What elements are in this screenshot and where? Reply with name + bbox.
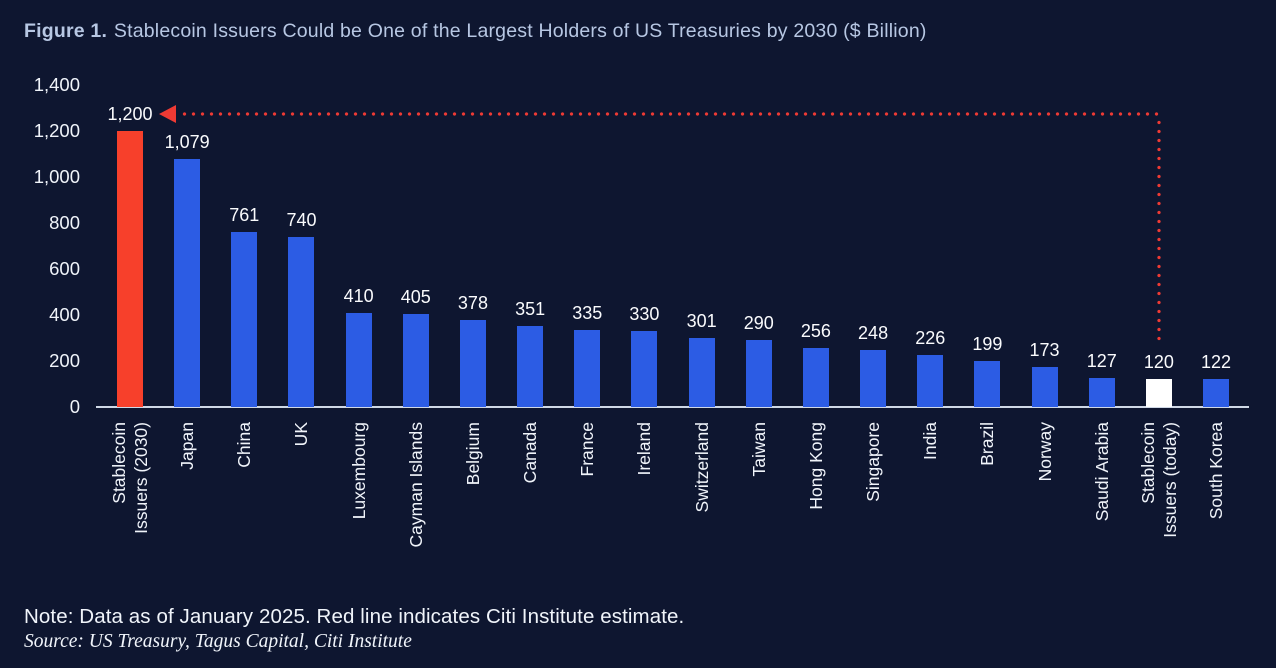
bar-value-label: 301	[686, 311, 717, 331]
bar-value-label: 330	[629, 304, 660, 324]
note-text: Note: Data as of January 2025. Red line …	[24, 605, 685, 628]
figure-title: Figure 1. Stablecoin Issuers Could be One…	[24, 20, 927, 43]
y-axis-tick-label: 1,400	[33, 74, 80, 95]
bar	[288, 237, 315, 407]
y-axis-tick-label: 1,000	[33, 166, 80, 187]
x-axis-category-label: Singapore	[863, 422, 884, 502]
x-axis-line	[96, 406, 1249, 408]
bar	[860, 350, 887, 407]
bar-value-label: 378	[457, 293, 488, 313]
estimate-dotted-line-vertical	[1157, 118, 1161, 344]
estimate-arrow-icon	[159, 105, 176, 123]
x-axis-category-label: Switzerland	[691, 422, 712, 513]
bar	[1203, 379, 1230, 407]
bar	[745, 340, 772, 407]
figure-title-text: Stablecoin Issuers Could be One of the L…	[113, 20, 927, 42]
bar	[117, 131, 143, 407]
bar-value-label: 256	[800, 321, 831, 341]
x-axis-category-label: Ireland	[634, 422, 655, 476]
bar-value-label: 226	[915, 328, 946, 348]
bar	[231, 232, 258, 407]
bar-value-label: 120	[1143, 352, 1174, 372]
bar-value-label: 410	[343, 286, 374, 306]
bar	[688, 338, 715, 407]
x-axis-category-label: UK	[291, 422, 312, 447]
x-axis-category-label: Stablecoin Issuers (today)	[1137, 422, 1180, 538]
x-axis-category-label: Norway	[1034, 422, 1055, 482]
bar	[574, 330, 601, 407]
x-axis-category-label: Brazil	[977, 422, 998, 466]
estimate-dotted-line-horizontal	[180, 112, 1161, 116]
bar-value-label: 761	[229, 205, 260, 225]
x-axis-category-label: Canada	[520, 422, 541, 484]
bar	[1088, 378, 1115, 407]
x-axis-category-label: Saudi Arabia	[1091, 422, 1112, 522]
y-axis-tick-label: 400	[49, 304, 80, 325]
bar-value-label: 335	[572, 303, 603, 323]
bar-value-label: 173	[1029, 340, 1060, 360]
bar	[402, 314, 429, 407]
bar	[174, 159, 201, 407]
x-axis-category-label: Cayman Islands	[405, 422, 426, 548]
bar-value-label: 740	[286, 210, 317, 230]
x-axis-category-label: South Korea	[1206, 422, 1227, 520]
bar	[1145, 379, 1172, 407]
x-axis-category-label: India	[920, 422, 941, 460]
bar-value-label: 248	[858, 323, 889, 343]
x-axis-category-label: Taiwan	[748, 422, 769, 477]
x-axis-category-label: Luxembourg	[348, 422, 369, 520]
bar-value-label: 405	[400, 287, 431, 307]
x-axis-category-label: Stablecoin Issuers (2030)	[109, 422, 151, 534]
bar	[631, 331, 658, 407]
bar	[459, 320, 486, 407]
x-axis-category-label: Japan	[177, 422, 198, 470]
bar-value-label: 351	[515, 299, 546, 319]
y-axis-tick-label: 200	[49, 350, 80, 371]
bar-value-label: 290	[743, 313, 774, 333]
y-axis-tick-label: 800	[49, 212, 80, 233]
bar	[517, 326, 544, 407]
x-axis-category-label: Belgium	[462, 422, 483, 486]
bar	[802, 348, 829, 407]
bar-value-label: 199	[972, 334, 1003, 354]
bar	[974, 361, 1001, 407]
y-axis-tick-label: 600	[49, 258, 80, 279]
y-axis-tick-label: 0	[69, 396, 80, 417]
bar	[1031, 367, 1058, 407]
figure-number: Figure 1.	[24, 20, 108, 42]
x-axis-category-label: Hong Kong	[805, 422, 826, 510]
bar-value-label: 1,200	[107, 104, 153, 124]
source-text: Source: US Treasury, Tagus Capital, Citi…	[24, 631, 412, 652]
x-axis-category-label: China	[234, 422, 255, 468]
bar-value-label: 127	[1086, 351, 1117, 371]
y-axis-tick-label: 1,200	[33, 120, 80, 141]
x-axis-category-label: France	[577, 422, 598, 477]
bar-value-label: 1,079	[164, 132, 210, 152]
bar	[345, 313, 372, 407]
bar	[917, 355, 944, 407]
bar-value-label: 122	[1201, 352, 1232, 372]
